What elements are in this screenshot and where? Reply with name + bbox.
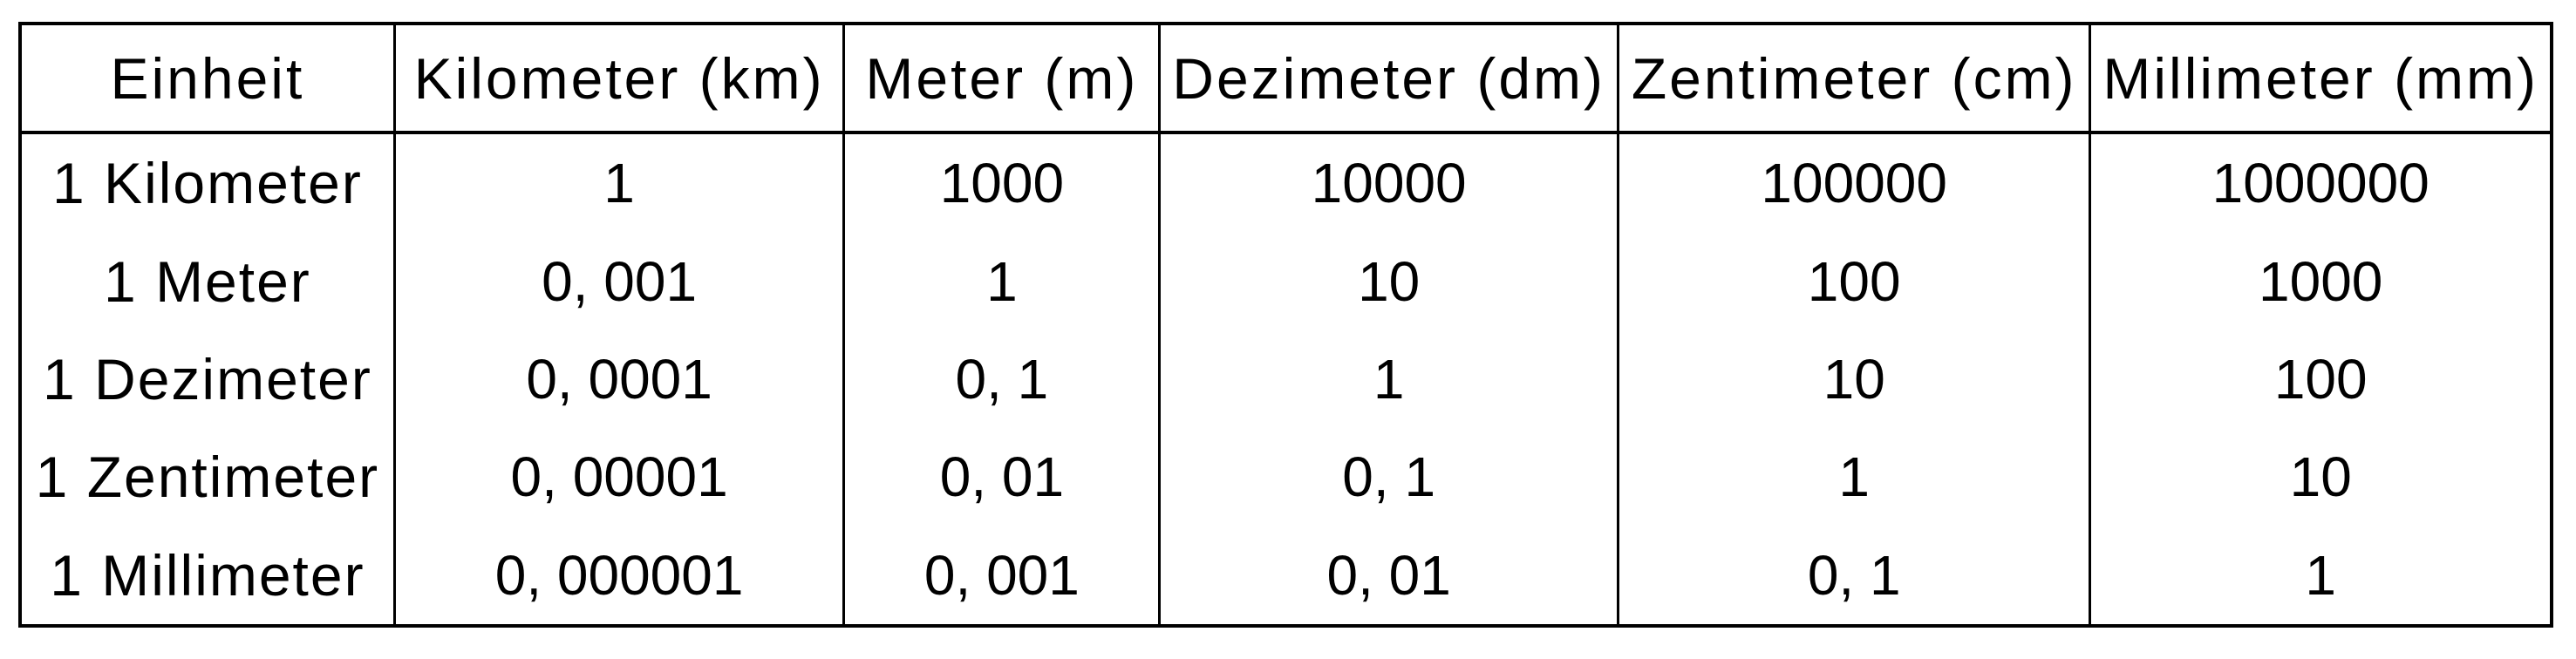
- table-cell: 0, 0001: [396, 330, 846, 429]
- column-header-zentimeter: Zentimeter (cm): [1619, 25, 2092, 134]
- table-cell: 1000: [845, 134, 1162, 233]
- row-label-dezimeter: 1 Dezimeter: [22, 330, 396, 429]
- column-header-einheit: Einheit: [22, 25, 396, 134]
- table-cell: 1000000: [2211, 152, 2429, 215]
- table-cell: 10: [2289, 445, 2352, 509]
- unit-conversion-table: Einheit Kilometer (km) Meter (m) Dezimet…: [18, 22, 2553, 628]
- table-cell: 0, 1: [845, 330, 1162, 429]
- row-label-millimeter: 1 Millimeter: [22, 526, 396, 624]
- table-cell: 1: [845, 232, 1162, 330]
- table-cell: 0, 01: [845, 428, 1162, 527]
- table-cell: 0, 001: [396, 232, 846, 330]
- table-cell: 10: [1619, 330, 2092, 429]
- table-cell: 0, 1: [1619, 526, 2092, 624]
- table-cell: 0, 001: [845, 526, 1162, 624]
- row-label-meter: 1 Meter: [22, 232, 396, 330]
- table-cell: 1: [2305, 543, 2336, 607]
- table-cell: 1: [1161, 330, 1619, 429]
- table-cell: 10000: [1161, 134, 1619, 233]
- table-cell: 0, 000001: [396, 526, 846, 624]
- row-label-zentimeter: 1 Zentimeter: [22, 428, 396, 527]
- table-cell: 0, 01: [1161, 526, 1619, 624]
- table-cell: 100000: [1619, 134, 2092, 233]
- table-cell: 10: [1161, 232, 1619, 330]
- table-cell: 0, 1: [1161, 428, 1619, 527]
- column-header-millimeter: Millimeter (mm): [2091, 25, 2550, 134]
- table-cell: 0, 00001: [396, 428, 846, 527]
- table-cell: 100: [2273, 347, 2368, 411]
- column-header-kilometer: Kilometer (km): [395, 25, 846, 134]
- column-header-meter: Meter (m): [845, 25, 1162, 134]
- row-label-kilometer: 1 Kilometer: [22, 134, 396, 233]
- table-cell: 1: [1619, 428, 2092, 527]
- table-cell: 100: [1619, 232, 2092, 330]
- column-header-dezimeter: Dezimeter (dm): [1161, 25, 1619, 134]
- table-cell: 1: [396, 134, 846, 233]
- table-cell: 1000: [2259, 249, 2383, 313]
